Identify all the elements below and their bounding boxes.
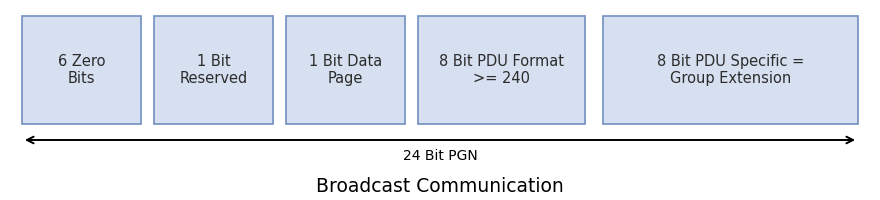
Text: Broadcast Communication: Broadcast Communication xyxy=(316,176,564,196)
FancyBboxPatch shape xyxy=(22,16,141,124)
Text: 8 Bit PDU Specific =
Group Extension: 8 Bit PDU Specific = Group Extension xyxy=(656,54,804,86)
FancyBboxPatch shape xyxy=(418,16,585,124)
Text: 24 Bit PGN: 24 Bit PGN xyxy=(403,149,477,163)
Text: 8 Bit PDU Format
>= 240: 8 Bit PDU Format >= 240 xyxy=(439,54,564,86)
FancyBboxPatch shape xyxy=(154,16,273,124)
Text: 1 Bit Data
Page: 1 Bit Data Page xyxy=(309,54,382,86)
Text: 6 Zero
Bits: 6 Zero Bits xyxy=(58,54,105,86)
FancyBboxPatch shape xyxy=(286,16,405,124)
Text: 1 Bit
Reserved: 1 Bit Reserved xyxy=(180,54,247,86)
FancyBboxPatch shape xyxy=(603,16,858,124)
